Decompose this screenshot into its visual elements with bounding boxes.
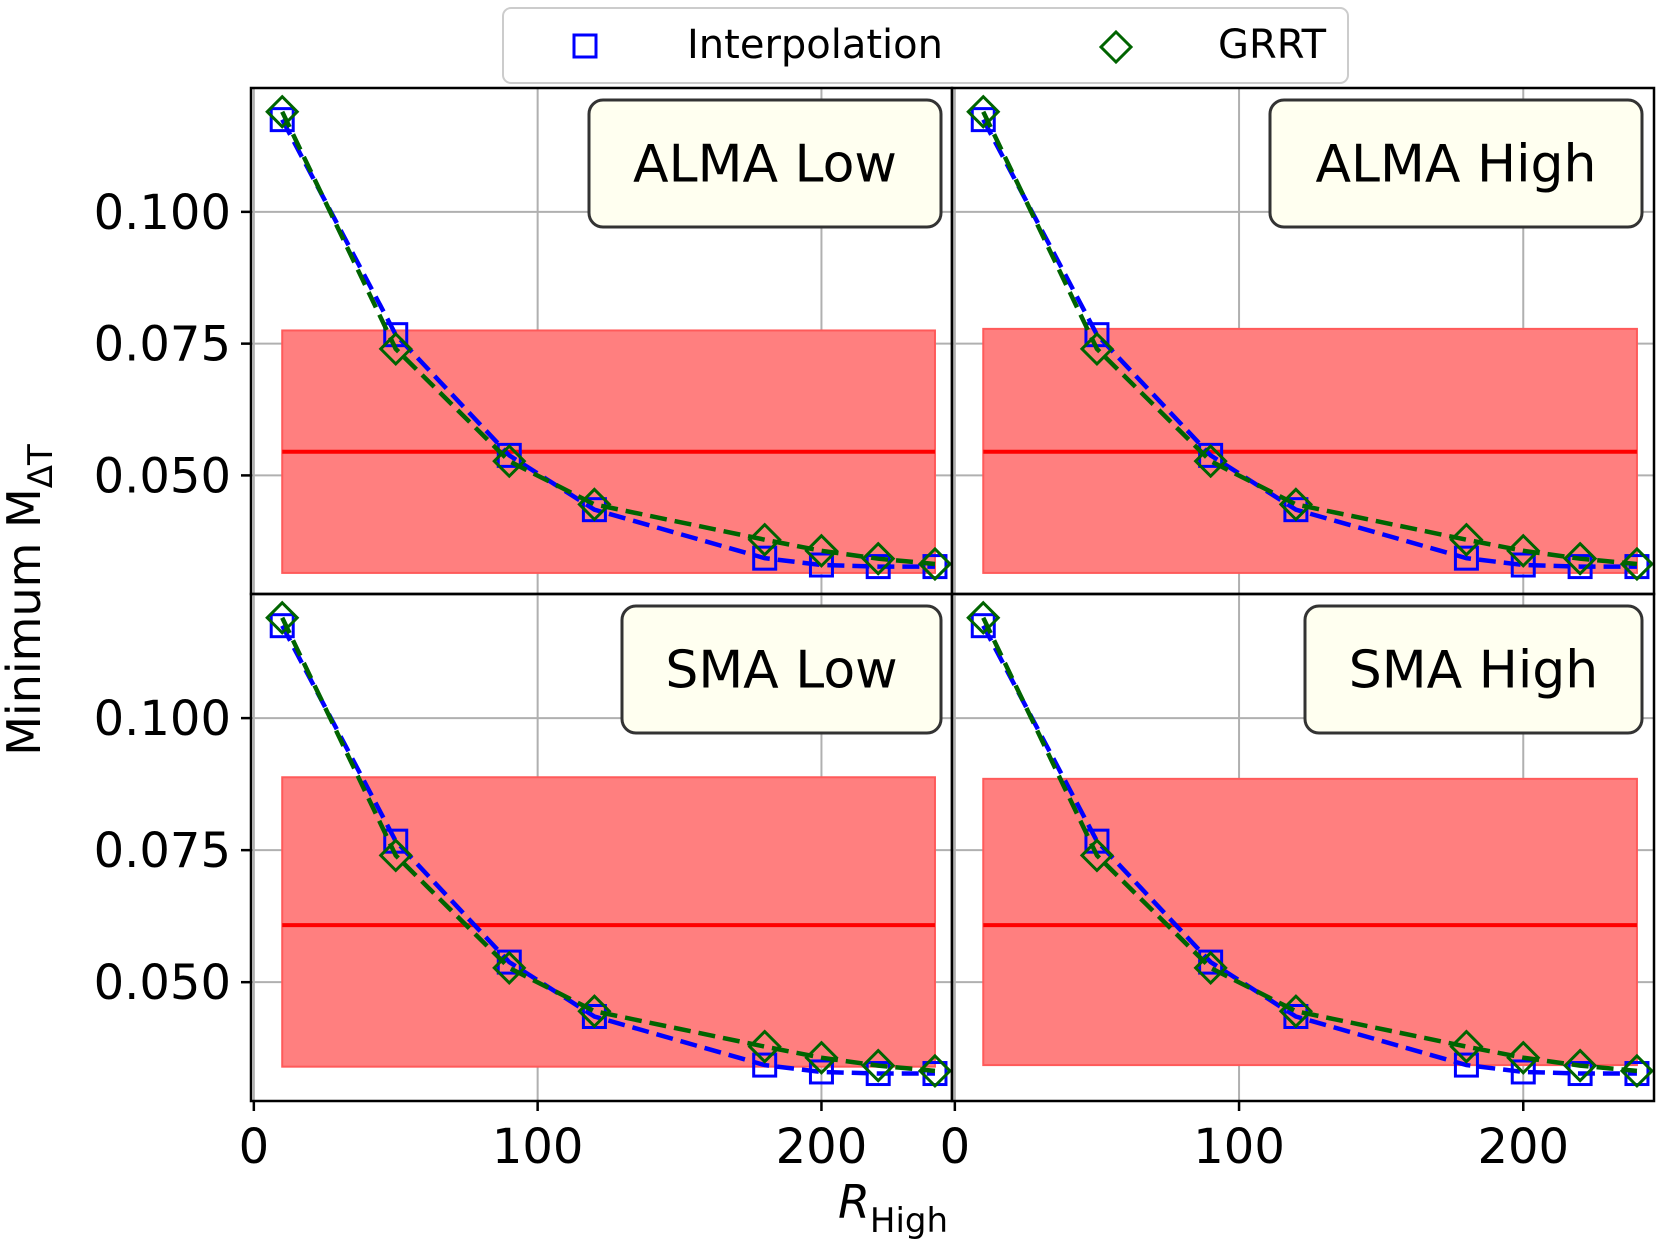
panel-alma-high: ALMA High [950,86,1656,596]
interpolation-point [269,107,295,133]
grrt-point [861,1048,896,1083]
grrt-point [1619,1053,1655,1089]
confidence-band [982,777,1638,1067]
x-tick-label: 100 [492,1119,584,1175]
grrt-point [492,444,527,479]
grrt-point [1193,950,1228,986]
y-tick-label: 0.100 [94,185,231,241]
panel-title: ALMA Low [633,135,897,195]
x-tick-label: 100 [1193,1119,1285,1175]
panel-title: SMA High [1349,641,1599,701]
grrt-point [804,533,839,568]
grrt-point [1562,1048,1598,1083]
interpolation-point [752,1052,778,1078]
grrt-point [577,994,612,1029]
y-axis-label-subscript: ΔT [21,444,61,488]
interpolation-point [1510,1059,1536,1085]
confidence-band [281,776,936,1068]
legend-frame [502,7,1349,84]
grrt-point [1449,522,1484,557]
y-tick-label: 0.050 [94,955,231,1011]
x-tick-label: 200 [776,1119,868,1175]
x-tick-label: 200 [1477,1119,1569,1175]
panel-sma-high: 0 100 200 SMA High [940,592,1656,1175]
panel-title-box [620,604,943,735]
grrt-point [1278,487,1314,522]
grrt-point [492,950,527,986]
y-tick-label: 0.075 [94,317,231,373]
panel-frame [950,592,1656,1103]
panel-sma-low: 0.050 0.075 0.100 0 100 200 SMA Low [94,592,954,1175]
panel-title: SMA Low [665,641,897,701]
grrt-point [1079,838,1115,873]
interpolation-point [970,613,996,639]
interpolation-point [865,554,891,580]
grrt-point [917,1053,953,1089]
grrt-point [577,487,612,522]
grrt-point [747,522,782,557]
grrt-line [280,110,936,567]
grrt-point [861,541,896,576]
y-tick-label: 0.075 [94,823,231,879]
grrt-line [981,616,1638,1074]
interpolation-point [269,613,295,639]
interpolation-point [1567,554,1593,580]
panel-title-box [1268,98,1644,229]
grrt-point [1193,444,1228,479]
interpolation-point [1567,1061,1593,1087]
x-tick-label: 0 [239,1119,270,1175]
interpolation-point [865,1061,891,1087]
grrt-point [265,600,300,635]
x-axis-label: RHigh [838,1175,948,1241]
interpolation-point [970,107,996,133]
grrt-point [1562,541,1598,576]
grrt-point [917,546,953,582]
grrt-point [966,94,1001,129]
grrt-point [804,1040,839,1075]
grrt-point [966,600,1001,635]
grrt-point [1506,1040,1541,1075]
y-tick-label: 0.100 [94,691,231,747]
grrt-point [1506,533,1541,568]
grrt-point [1079,331,1115,367]
legend-interpolation-marker [572,33,598,59]
y-axis-label: Minimum MΔT [0,444,61,756]
grrt-line [981,110,1638,567]
panel-title: ALMA High [1315,135,1596,195]
interpolation-point [808,552,834,578]
x-axis-label-subscript: High [870,1201,948,1241]
grrt-point [1619,546,1655,582]
grrt-point [265,94,300,129]
panel-title-box [587,98,943,229]
grrt-point [1449,1029,1484,1064]
panel-title-box [1303,604,1644,735]
legend-interpolation-label: Interpolation [687,22,943,68]
legend-grrt-marker [1098,29,1134,65]
axis-labels: RHigh Minimum MΔT [0,444,948,1241]
interpolation-point [752,545,778,571]
interpolation-point [808,1059,834,1085]
grrt-point [1278,994,1314,1029]
interpolation-point [1453,545,1479,571]
interpolation-point [1453,1052,1479,1078]
interpolation-point [1510,552,1536,578]
grrt-point [378,838,413,873]
panel-alma-low: 0.050 0.075 0.100 ALMA Low [94,86,954,596]
grrt-line [280,616,936,1074]
y-tick-label: 0.050 [94,448,231,504]
grrt-point [378,331,413,367]
grrt-point [747,1029,782,1064]
legend: Interpolation GRRT [502,7,1349,84]
legend-grrt-label: GRRT [1218,22,1327,68]
x-tick-label: 0 [940,1119,971,1175]
